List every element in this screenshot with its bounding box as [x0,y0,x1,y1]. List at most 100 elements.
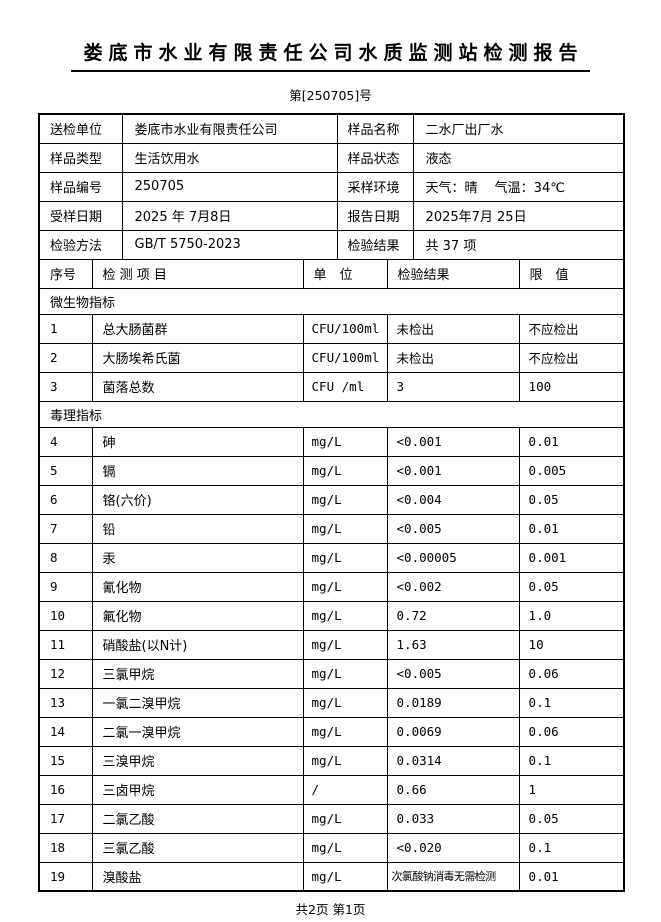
column-header-item: 检 测 项 目 [91,258,304,289]
result-row: 10 氟化物 mg/L 0.72 1.0 [38,600,625,631]
info-value: GB/T 5750-2023 [121,229,338,260]
info-row: 检验方法 GB/T 5750-2023 检验结果 共 37 项 [38,229,625,260]
result-row-unit: CFU/100ml [302,313,388,344]
result-row-result: 未检出 [386,342,520,373]
result-row-number: 7 [38,513,93,544]
result-row-item: 汞 [91,542,304,573]
result-row-item: 大肠埃希氏菌 [91,342,304,373]
info-value: 250705 [121,171,338,202]
result-row-number: 8 [38,542,93,573]
result-row-unit: mg/L [302,426,388,457]
result-row: 8 汞 mg/L <0.00005 0.001 [38,542,625,573]
results-header-section: 序号 检 测 项 目 单 位 检验结果 限 值 [38,258,625,289]
result-row-limit: 1.0 [518,600,625,631]
report-number: 第[250705]号 [289,88,372,103]
info-value: 天气：晴 气温：34℃ [412,171,625,202]
result-row-item: 总大肠菌群 [91,313,304,344]
result-row-limit: 0.005 [518,455,625,486]
result-row-number: 4 [38,426,93,457]
result-row-unit: mg/L [302,629,388,660]
result-row-result: <0.020 [386,832,520,863]
result-row: 14 二氯一溴甲烷 mg/L 0.0069 0.06 [38,716,625,747]
result-row: 7 铅 mg/L <0.005 0.01 [38,513,625,544]
result-row-number: 1 [38,313,93,344]
result-row-result: <0.002 [386,571,520,602]
section-row: 毒理指标 [38,400,625,428]
result-row: 1 总大肠菌群 CFU/100ml 未检出 不应检出 [38,313,625,344]
info-row: 样品类型 生活饮用水 样品状态 液态 [38,142,625,173]
result-row-unit: mg/L [302,542,388,573]
result-row-result: 0.72 [386,600,520,631]
result-row-result: 次氯酸钠消毒无需检测 [386,861,520,892]
result-row-result: 0.0069 [386,716,520,747]
result-row-item: 氟化物 [91,600,304,631]
result-row-item: 菌落总数 [91,371,304,402]
result-row-number: 14 [38,716,93,747]
result-row-limit: 0.05 [518,571,625,602]
info-label: 送检单位 [38,113,123,144]
result-row-result: 3 [386,371,520,402]
result-row-limit: 0.01 [518,861,625,892]
result-row-unit: mg/L [302,861,388,892]
info-value: 共 37 项 [412,229,625,260]
result-row-unit: mg/L [302,571,388,602]
result-row-number: 16 [38,774,93,805]
result-row-limit: 不应检出 [518,313,625,344]
result-row-number: 18 [38,832,93,863]
result-row-result: <0.004 [386,484,520,515]
result-row-number: 3 [38,371,93,402]
result-row-result: 0.66 [386,774,520,805]
result-row-limit: 0.001 [518,542,625,573]
result-row-limit: 0.1 [518,745,625,776]
result-row-result: 0.033 [386,803,520,834]
result-row-item: 二氯乙酸 [91,803,304,834]
result-row-unit: mg/L [302,716,388,747]
result-row-unit: CFU /ml [302,371,388,402]
result-row-limit: 0.01 [518,513,625,544]
result-row-unit: CFU/100ml [302,342,388,373]
result-row-unit: mg/L [302,658,388,689]
page-title: 娄底市水业有限责任公司水质监测站检测报告 [71,38,590,72]
result-row-limit: 0.05 [518,484,625,515]
info-label: 受样日期 [38,200,123,231]
result-row-number: 10 [38,600,93,631]
result-row: 16 三卤甲烷 / 0.66 1 [38,774,625,805]
results-header-row: 序号 检 测 项 目 单 位 检验结果 限 值 [38,258,625,289]
result-row: 9 氰化物 mg/L <0.002 0.05 [38,571,625,602]
results-body-section: 微生物指标 1 总大肠菌群 CFU/100ml 未检出 不应检出 2 大肠埃希氏… [38,287,625,892]
page-footer: 共2页 第1页 [295,902,366,917]
result-row: 5 镉 mg/L <0.001 0.005 [38,455,625,486]
info-value: 2025年7月 25日 [412,200,625,231]
result-row-item: 一氯二溴甲烷 [91,687,304,718]
result-row-result: <0.001 [386,426,520,457]
result-row-result: 0.0314 [386,745,520,776]
info-label: 报告日期 [336,200,414,231]
sample-info-section: 送检单位 娄底市水业有限责任公司 样品名称 二水厂出厂水 样品类型 生活饮用水 … [38,113,625,260]
result-row-limit: 100 [518,371,625,402]
result-row-limit: 0.01 [518,426,625,457]
result-row-unit: / [302,774,388,805]
result-row-limit: 0.06 [518,658,625,689]
result-row-number: 17 [38,803,93,834]
result-row-limit: 0.1 [518,687,625,718]
info-label: 样品状态 [336,142,414,173]
result-row-result: <0.005 [386,513,520,544]
info-value: 二水厂出厂水 [412,113,625,144]
result-row-result: 1.63 [386,629,520,660]
section-title: 毒理指标 [38,400,625,428]
column-header-result: 检验结果 [386,258,520,289]
info-label: 样品类型 [38,142,123,173]
column-header-unit: 单 位 [302,258,388,289]
info-value: 液态 [412,142,625,173]
result-row: 4 砷 mg/L <0.001 0.01 [38,426,625,457]
info-value: 娄底市水业有限责任公司 [121,113,338,144]
result-row-limit: 0.05 [518,803,625,834]
column-header-limit: 限 值 [518,258,625,289]
result-row-number: 15 [38,745,93,776]
result-row-unit: mg/L [302,803,388,834]
result-row: 17 二氯乙酸 mg/L 0.033 0.05 [38,803,625,834]
result-row: 13 一氯二溴甲烷 mg/L 0.0189 0.1 [38,687,625,718]
result-row-unit: mg/L [302,745,388,776]
info-row: 受样日期 2025 年 7月8日 报告日期 2025年7月 25日 [38,200,625,231]
